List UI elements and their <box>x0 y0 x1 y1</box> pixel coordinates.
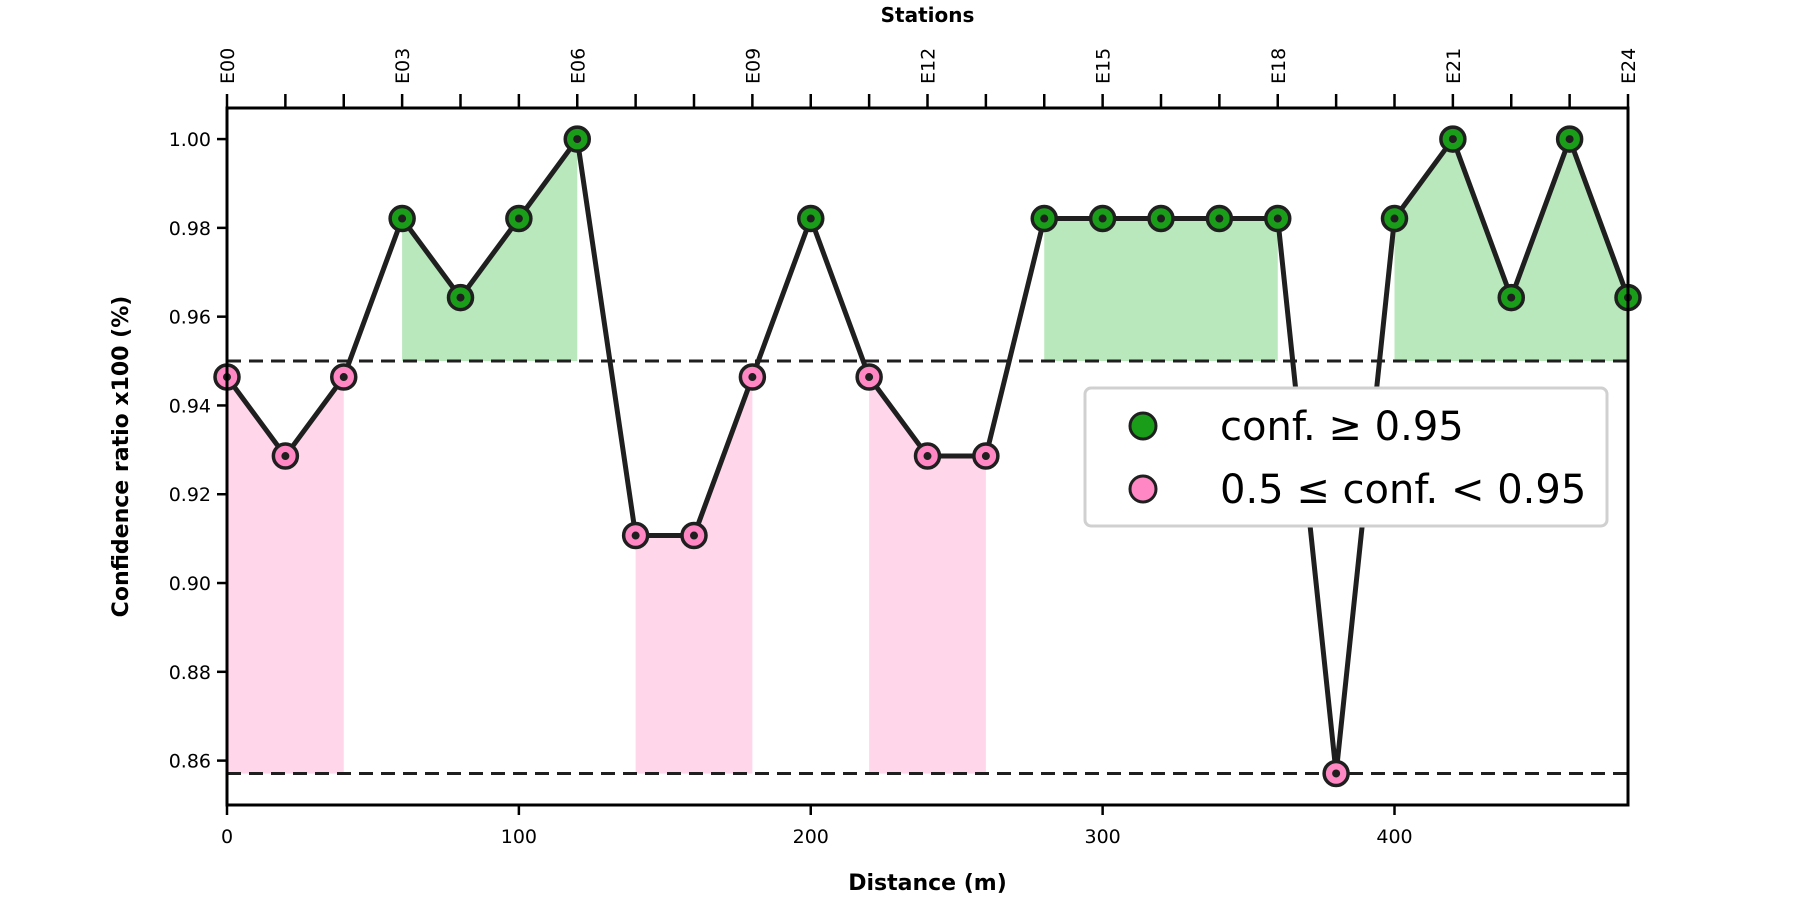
data-point-center <box>1040 214 1049 223</box>
high-confidence-band <box>1394 139 1628 362</box>
x-axis-title: Distance (m) <box>848 871 1007 896</box>
station-label: E12 <box>918 48 940 84</box>
data-point-center <box>573 135 582 144</box>
data-point-center <box>1215 214 1224 223</box>
data-point-center <box>398 214 407 223</box>
y-axis-title: Confidence ratio x100 (%) <box>109 296 134 618</box>
y-tick-label: 0.96 <box>169 307 211 329</box>
low-confidence-band <box>635 377 753 774</box>
station-label: E09 <box>742 48 764 84</box>
data-point-center <box>1332 769 1341 778</box>
confidence-series <box>213 125 1642 788</box>
data-point-center <box>1390 214 1399 223</box>
station-label: E03 <box>392 48 414 84</box>
legend: conf. ≥ 0.95 0.5 ≤ conf. < 0.95 <box>1083 386 1609 528</box>
data-point-center <box>339 373 348 382</box>
x-tick-label: 400 <box>1376 826 1412 848</box>
legend-label-low: 0.5 ≤ conf. < 0.95 <box>1220 467 1586 513</box>
station-label: E24 <box>1618 48 1640 84</box>
x-tick-label: 200 <box>793 826 829 848</box>
data-point-center <box>1565 135 1574 144</box>
station-label: E18 <box>1268 48 1290 84</box>
legend-marker-low <box>1128 474 1158 504</box>
data-point-center <box>631 531 640 540</box>
x-tick-label: 300 <box>1084 826 1120 848</box>
data-point-center <box>690 531 698 540</box>
top-axis-title: Stations <box>881 3 975 27</box>
y-tick-label: 0.94 <box>169 395 211 417</box>
legend-label-high: conf. ≥ 0.95 <box>1220 404 1464 450</box>
station-label: E06 <box>567 48 589 84</box>
station-label: E00 <box>217 48 239 84</box>
data-point-center <box>1507 293 1516 302</box>
station-label: E21 <box>1443 48 1465 84</box>
data-point-center <box>1098 214 1107 223</box>
threshold-lines <box>227 359 1628 775</box>
station-label: E15 <box>1093 48 1115 84</box>
y-tick-label: 0.86 <box>169 751 211 773</box>
y-tick-label: 0.92 <box>169 484 211 506</box>
y-tick-label: 0.98 <box>169 218 211 240</box>
data-point-center <box>281 452 290 461</box>
data-point-center <box>514 214 523 223</box>
legend-frame <box>1083 386 1609 528</box>
data-point-center <box>1157 214 1165 223</box>
high-confidence-band <box>1044 218 1278 362</box>
data-point-center <box>1273 214 1282 223</box>
data-point-center <box>456 293 465 302</box>
legend-marker-high <box>1128 411 1158 441</box>
y-tick-label: 0.90 <box>169 573 211 595</box>
low-confidence-band <box>869 377 986 774</box>
shaded-regions <box>227 139 1628 774</box>
data-point-center <box>806 214 815 223</box>
data-point-center <box>923 452 932 461</box>
data-point-center <box>748 373 757 382</box>
y-tick-label: 0.88 <box>169 662 211 684</box>
data-point-center <box>981 452 990 461</box>
low-confidence-band <box>227 377 344 774</box>
high-confidence-band <box>402 139 578 362</box>
x-tick-label: 0 <box>221 826 233 848</box>
data-point-center <box>865 373 874 382</box>
x-tick-label: 100 <box>501 826 537 848</box>
y-tick-label: 1.00 <box>169 129 211 151</box>
axes: 0 100 200 300 400 0.86 0.88 0.90 0.92 0.94 0.96 0.9… <box>169 48 1640 848</box>
data-point-center <box>1448 135 1457 144</box>
